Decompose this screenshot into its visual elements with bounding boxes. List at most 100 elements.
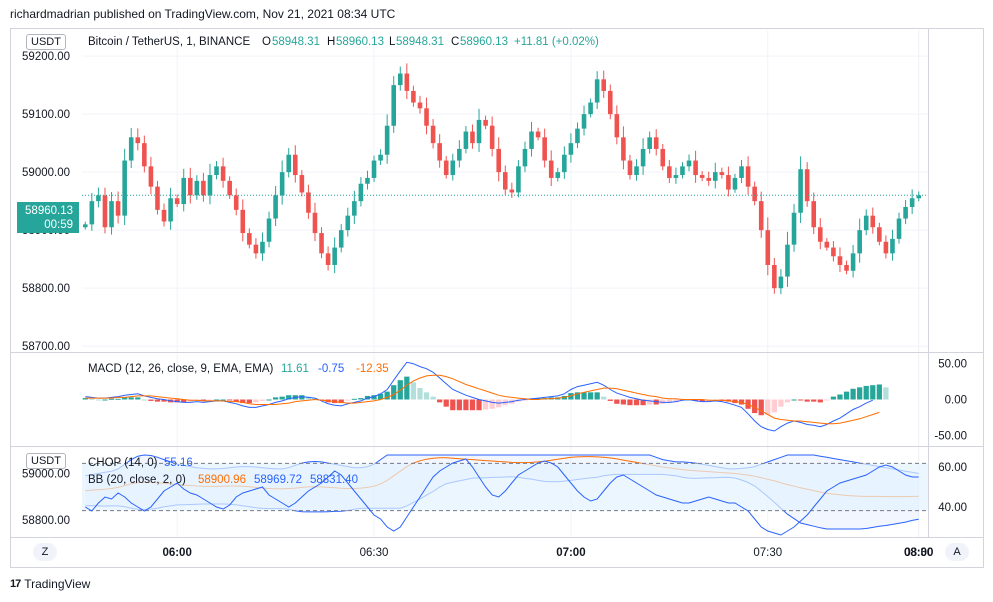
candle-body xyxy=(844,264,849,271)
candle-body xyxy=(758,201,764,231)
candle-body xyxy=(903,206,908,219)
x-tick-label: 06:30 xyxy=(360,547,389,559)
candle xyxy=(791,203,797,252)
candle xyxy=(365,170,370,190)
x-tick-label: 07:00 xyxy=(556,547,585,559)
candle xyxy=(653,129,659,156)
candle xyxy=(903,199,908,225)
macd-histogram-bar xyxy=(312,398,318,400)
candle-body xyxy=(312,212,318,234)
footer-brand[interactable]: 17 TradingView xyxy=(10,577,90,591)
candle xyxy=(260,232,265,261)
candle-body xyxy=(457,148,462,161)
macd-histogram-bar xyxy=(135,397,141,400)
macd-histogram-bar xyxy=(279,396,285,400)
candle-body xyxy=(358,183,364,202)
macd-histogram-bar xyxy=(804,399,810,402)
candle-body xyxy=(161,209,167,222)
chop-band-fill xyxy=(82,463,928,511)
candle-body xyxy=(811,201,817,228)
candle xyxy=(292,145,298,183)
macd-histogram-bar xyxy=(417,388,423,400)
candle xyxy=(306,184,311,219)
macd-histogram-bar xyxy=(181,399,187,403)
macd-legend-hist: 11.61 xyxy=(281,363,309,375)
macd-histogram-bar xyxy=(423,392,430,400)
candle xyxy=(299,170,305,197)
candle-body xyxy=(706,177,712,181)
candle-body xyxy=(588,102,593,115)
macd-histogram-bar xyxy=(771,399,777,413)
macd-histogram-bar xyxy=(870,385,876,400)
candle xyxy=(142,135,147,173)
macd-histogram-bar xyxy=(213,399,220,401)
candle xyxy=(778,269,784,295)
candle xyxy=(522,141,528,173)
candle xyxy=(680,162,685,179)
current-price-value: 58960.13 xyxy=(25,205,73,217)
candle-body xyxy=(857,230,862,254)
candle xyxy=(621,126,626,170)
candle-body xyxy=(568,143,574,155)
candle xyxy=(496,137,502,182)
candle xyxy=(233,188,239,216)
macd-histogram-bar xyxy=(128,397,134,400)
auto-scale-button[interactable]: A xyxy=(945,543,969,561)
candle-body xyxy=(279,172,285,196)
macd-histogram-bar xyxy=(850,388,856,400)
macd-histogram-bar xyxy=(174,399,180,403)
macd-legend-macd: -0.75 xyxy=(318,363,344,375)
candle xyxy=(286,148,292,178)
macd-histogram-bar xyxy=(227,399,233,401)
candle-body xyxy=(253,244,259,254)
candle-body xyxy=(476,119,482,144)
currency-badge-bottom[interactable]: USDT xyxy=(26,453,66,469)
candle xyxy=(817,218,823,250)
macd-histogram-bar xyxy=(161,399,167,402)
candle xyxy=(89,193,95,231)
candle xyxy=(844,260,849,275)
bb-tick-label: 59000.00 xyxy=(22,469,70,481)
candle-body xyxy=(614,114,620,138)
macd-histogram-bar xyxy=(377,393,384,400)
chop-layer xyxy=(82,458,928,536)
candle-body xyxy=(463,131,469,149)
candle xyxy=(476,108,482,152)
candle xyxy=(660,144,666,171)
candle-body xyxy=(260,241,265,254)
candle xyxy=(411,85,416,107)
macd-histogram-bar xyxy=(102,399,108,401)
candle xyxy=(109,192,114,235)
candle-body xyxy=(712,172,718,181)
candle-body xyxy=(555,172,561,178)
y-tick-label: 59000.00 xyxy=(22,167,70,179)
candle-body xyxy=(352,201,357,216)
candle-body xyxy=(594,79,600,103)
legend-close-value: 58960.13 xyxy=(460,36,508,48)
candle xyxy=(647,131,652,154)
macd-histogram-bar xyxy=(305,396,312,400)
candle xyxy=(863,209,869,236)
candle-body xyxy=(535,131,541,138)
zoom-reset-button[interactable]: Z xyxy=(33,543,57,561)
candle-body xyxy=(607,90,613,115)
currency-badge[interactable]: USDT xyxy=(26,34,66,50)
candle-body xyxy=(778,276,784,289)
candle xyxy=(850,244,856,278)
macd-histogram-bar xyxy=(666,399,672,404)
bb-legend-upper: 58969.72 xyxy=(254,474,302,486)
macd-histogram-bar xyxy=(857,387,863,400)
candle-body xyxy=(824,241,830,248)
candle-body xyxy=(345,215,351,231)
x-tick-label: 08:00 xyxy=(904,547,933,559)
candle xyxy=(397,66,403,91)
candle xyxy=(824,237,830,251)
bar-countdown: 00:59 xyxy=(44,219,73,231)
candle xyxy=(699,171,705,182)
candle-body xyxy=(896,218,902,239)
macd-legend-name: MACD (12, 26, close, 9, EMA, EMA) xyxy=(88,363,274,375)
candle-body xyxy=(673,175,679,178)
candle-body xyxy=(752,186,757,202)
candle-body xyxy=(470,131,475,144)
